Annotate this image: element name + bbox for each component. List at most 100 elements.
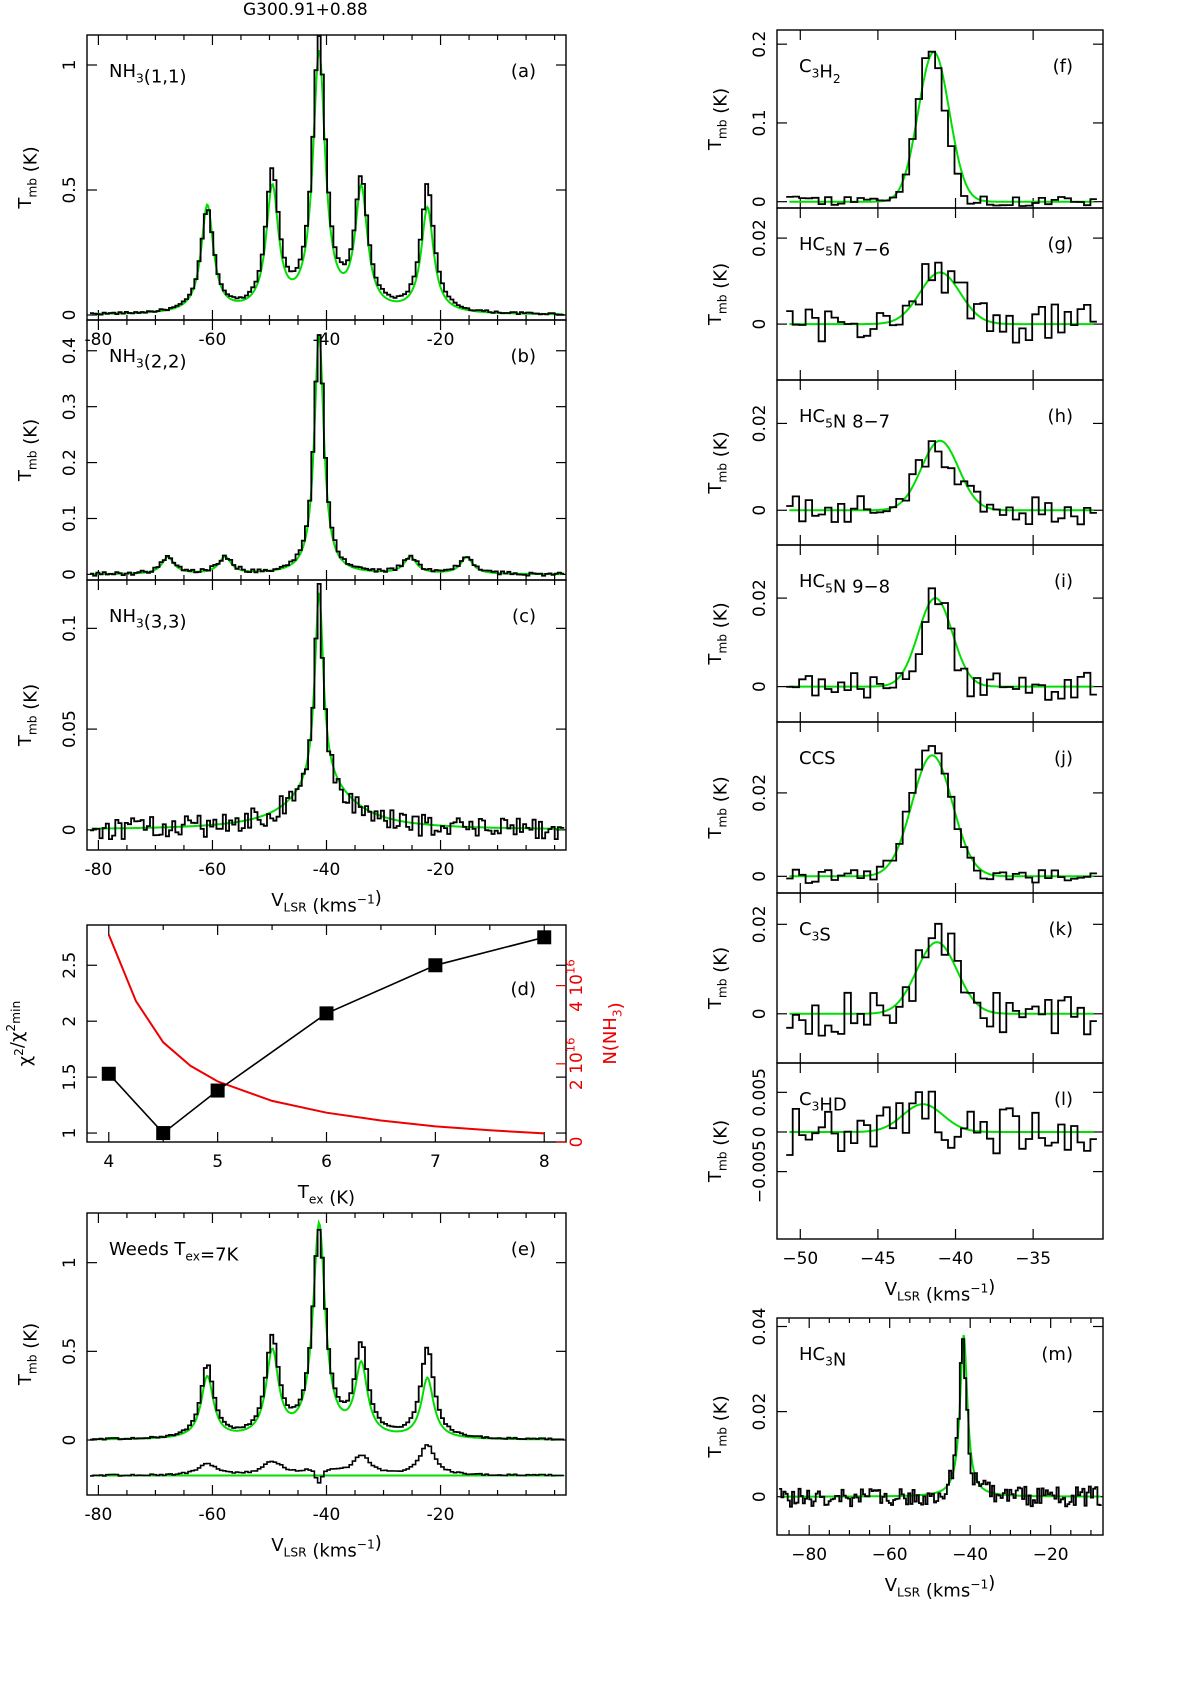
panel-m-ylabel: Tmb (K): [705, 1395, 731, 1458]
panel-i-ytick-label: 0: [750, 681, 770, 692]
panel-m-xtick-label: −80: [791, 1545, 827, 1565]
panel-j-ylabel: Tmb (K): [705, 776, 731, 839]
panel-d-xtick-label: 7: [430, 1152, 441, 1172]
panel-g-ytick-label: 0.02: [750, 219, 770, 257]
panel-a-ytick-label: 0.5: [60, 176, 80, 203]
panel-d-tag: (d): [511, 979, 536, 1000]
panel-d-right-tick-label: 0: [567, 1137, 587, 1148]
panel-l-xtick-label: −45: [860, 1249, 896, 1269]
panel-b-species-label: NH3(2,2): [109, 346, 186, 372]
panel-m-model-line: [780, 1334, 1101, 1498]
panel-g-ylabel: Tmb (K): [705, 263, 731, 326]
panel-e-ytick-label: 0.5: [60, 1338, 80, 1365]
panel-f-species-label: C3H2: [799, 56, 841, 86]
panel-d-chi-point: [156, 1126, 171, 1141]
panel-b-ytick-label: 0.2: [60, 449, 80, 476]
panel-m-ytick-label: 0.04: [750, 1308, 770, 1346]
panel-e-residual-line: [90, 1444, 565, 1484]
panel-e-tag: (e): [511, 1239, 536, 1260]
panel-d-chi-point: [319, 1006, 334, 1021]
panel-c-xtick-label: -20: [427, 860, 455, 880]
panel-a-ytick-label: 0: [60, 310, 80, 321]
panel-g-observed-line: [786, 261, 1097, 344]
panel-b-tag: (b): [511, 346, 536, 367]
panel-c-observed-line: [90, 583, 565, 840]
panel-d-chi-point: [537, 930, 552, 945]
panel-d-right-ylabel: N(NH3): [600, 1002, 626, 1064]
panel-m-xtick-label: −20: [1033, 1545, 1069, 1565]
panel-f-ytick-label: 0: [750, 196, 770, 207]
panel-h-model-line: [789, 439, 1094, 512]
panel-k-species-label: C3S: [799, 919, 831, 945]
panel-k-ylabel: Tmb (K): [705, 947, 731, 1010]
panel-l-species-label: C3HD: [799, 1089, 847, 1115]
panel-i-ytick-label: 0.02: [750, 579, 770, 617]
panel-d-chi-point: [101, 1066, 116, 1081]
panel-d-frame: [86, 924, 567, 1143]
panel-d-xtick-label: 6: [321, 1152, 332, 1172]
panel-b-ytick-label: 0.4: [60, 337, 80, 364]
panel-d-ylabel: χ2/χ2min: [4, 1001, 36, 1067]
panel-j-ytick-label: 0.02: [750, 774, 770, 812]
panel-i-species-label: HC5N 9−8: [799, 571, 890, 597]
panel-a-xtick-label: -60: [199, 330, 227, 350]
panel-i-ylabel: Tmb (K): [705, 602, 731, 665]
panel-m-ytick-label: 0.02: [750, 1393, 770, 1431]
panel-d-chi-line: [108, 936, 545, 1135]
panel-a-xtick-label: -20: [427, 330, 455, 350]
panel-f-ylabel: Tmb (K): [705, 88, 731, 151]
panel-d-chi-point: [210, 1083, 225, 1098]
panel-d-right-tick-label: 2 1016: [563, 1038, 587, 1091]
panel-h-tag: (h): [1048, 406, 1073, 427]
panel-k-observed-line: [786, 922, 1097, 1037]
panel-l-xtick-label: −50: [782, 1249, 818, 1269]
panel-b-ytick-label: 0: [60, 569, 80, 580]
panel-l-xlabel: VLSR (kms−1): [885, 1276, 996, 1305]
panel-j-tag: (j): [1054, 748, 1073, 769]
panel-h-ytick-label: 0: [750, 505, 770, 516]
panel-a-xtick-label: -80: [85, 330, 113, 350]
panel-l-ytick-label: −0.005: [750, 1140, 770, 1203]
panel-d-chi-point: [428, 958, 443, 973]
panel-f-ytick-label: 0.1: [750, 109, 770, 136]
panel-d-ytick-label: 1: [60, 1128, 80, 1139]
panel-m-frame: [776, 1317, 1104, 1536]
panel-j-ytick-label: 0: [750, 871, 770, 882]
panel-c-xtick-label: -40: [313, 860, 341, 880]
panel-m-species-label: HC3N: [799, 1344, 846, 1370]
panel-g-ytick-label: 0: [750, 319, 770, 330]
panel-m-ytick-label: 0: [750, 1491, 770, 1502]
panel-l-ytick-label: 0: [750, 1127, 770, 1138]
panel-d-column-density-curve: [107, 934, 545, 1135]
panel-e-xtick-label: -60: [199, 1505, 227, 1525]
panel-b-observed-line: [90, 334, 565, 577]
panel-e-ytick-label: 1: [60, 1257, 80, 1268]
panel-b-ytick-label: 0.3: [60, 393, 80, 420]
panel-h-observed-line: [786, 440, 1097, 526]
panel-l-ytick-label: 0.005: [750, 1068, 770, 1117]
panel-i-observed-line: [786, 587, 1097, 701]
panel-e-xtick-label: -40: [313, 1505, 341, 1525]
panel-c-tag: (c): [512, 606, 536, 627]
panel-c-ylabel: Tmb (K): [15, 684, 41, 747]
panel-m-xlabel: VLSR (kms−1): [885, 1572, 996, 1601]
panel-e-xtick-label: -20: [427, 1505, 455, 1525]
panel-m-xtick-label: −40: [952, 1545, 988, 1565]
panel-l-ylabel: Tmb (K): [705, 1120, 731, 1183]
panel-m-xtick-label: −60: [872, 1545, 908, 1565]
panel-c-species-label: NH3(3,3): [109, 606, 186, 632]
panel-j-observed-line: [786, 745, 1097, 884]
panel-d-xtick-label: 4: [103, 1152, 114, 1172]
panel-g-tag: (g): [1048, 234, 1073, 255]
panel-d-xlabel: Tex (K): [297, 1182, 355, 1208]
panel-a-observed-line: [90, 35, 565, 316]
panel-l-xtick-label: −35: [1015, 1249, 1051, 1269]
panel-l-frame: [776, 1062, 1104, 1240]
panel-f-observed-line: [786, 50, 1097, 207]
panel-k-tag: (k): [1049, 919, 1073, 940]
panel-d-xtick-label: 8: [539, 1152, 550, 1172]
panel-e-observed-line: [90, 1228, 565, 1441]
panel-k-ytick-label: 0.02: [750, 905, 770, 943]
panel-l-tag: (l): [1054, 1089, 1073, 1110]
